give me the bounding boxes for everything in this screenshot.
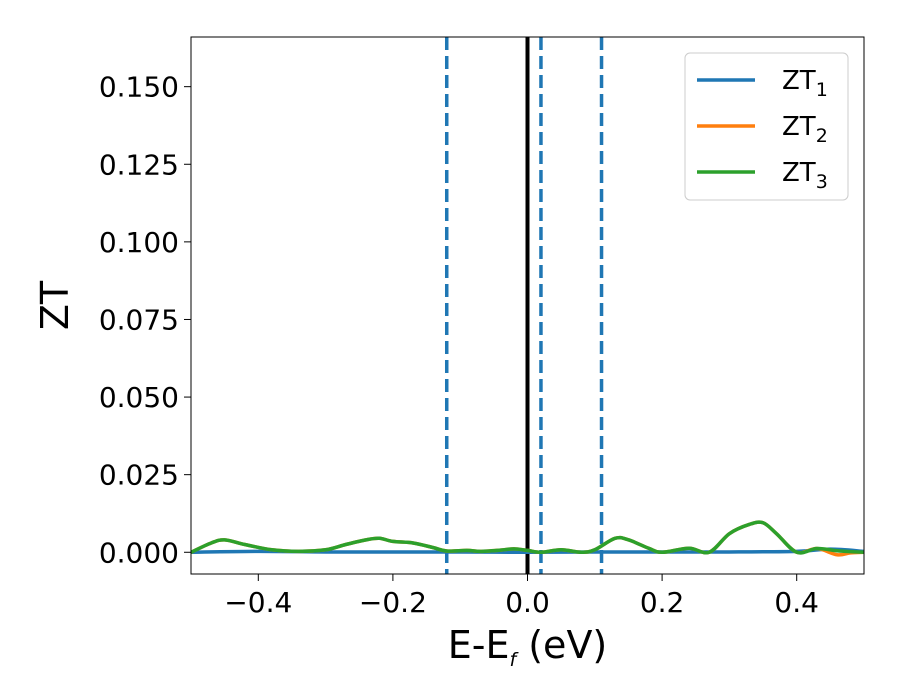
y-tick-label: 0.100 xyxy=(99,226,179,259)
x-axis-label-main: E-E xyxy=(448,623,510,667)
x-axis-label-subscript: f xyxy=(509,649,519,671)
y-tick-label: 0.125 xyxy=(99,148,179,181)
legend-item-3: ZT3 xyxy=(697,158,828,193)
x-axis: −0.4 −0.2 0.0 0.2 0.4 xyxy=(224,574,819,619)
legend-label: ZT1 xyxy=(782,66,828,101)
y-tick-label: 0.000 xyxy=(99,536,179,569)
series-line-3 xyxy=(191,520,864,555)
x-axis-label: E-Ef (eV) xyxy=(448,623,608,671)
legend-box xyxy=(684,52,849,201)
x-tick-label: −0.4 xyxy=(224,586,292,619)
x-tick-label: 0.4 xyxy=(774,586,819,619)
y-tick-label: 0.025 xyxy=(99,459,179,492)
legend-label: ZT3 xyxy=(782,158,828,193)
x-tick-label: 0.2 xyxy=(640,586,685,619)
plot-area xyxy=(191,37,864,574)
legend-label: ZT2 xyxy=(782,112,828,147)
y-axis-label: ZT xyxy=(33,280,77,330)
x-tick-label: 0.0 xyxy=(505,586,550,619)
y-tick-label: 0.150 xyxy=(99,71,179,104)
legend: ZT1 ZT2 ZT3 xyxy=(684,52,849,201)
y-tick-label: 0.075 xyxy=(99,303,179,336)
x-tick-label: −0.2 xyxy=(359,586,427,619)
legend-item-1: ZT1 xyxy=(697,66,828,101)
y-tick-label: 0.050 xyxy=(99,381,179,414)
legend-item-2: ZT2 xyxy=(697,112,828,147)
y-axis: 0.000 0.025 0.050 0.075 0.100 0.125 0.150 xyxy=(99,71,191,569)
x-axis-label-unit: (eV) xyxy=(516,623,607,667)
